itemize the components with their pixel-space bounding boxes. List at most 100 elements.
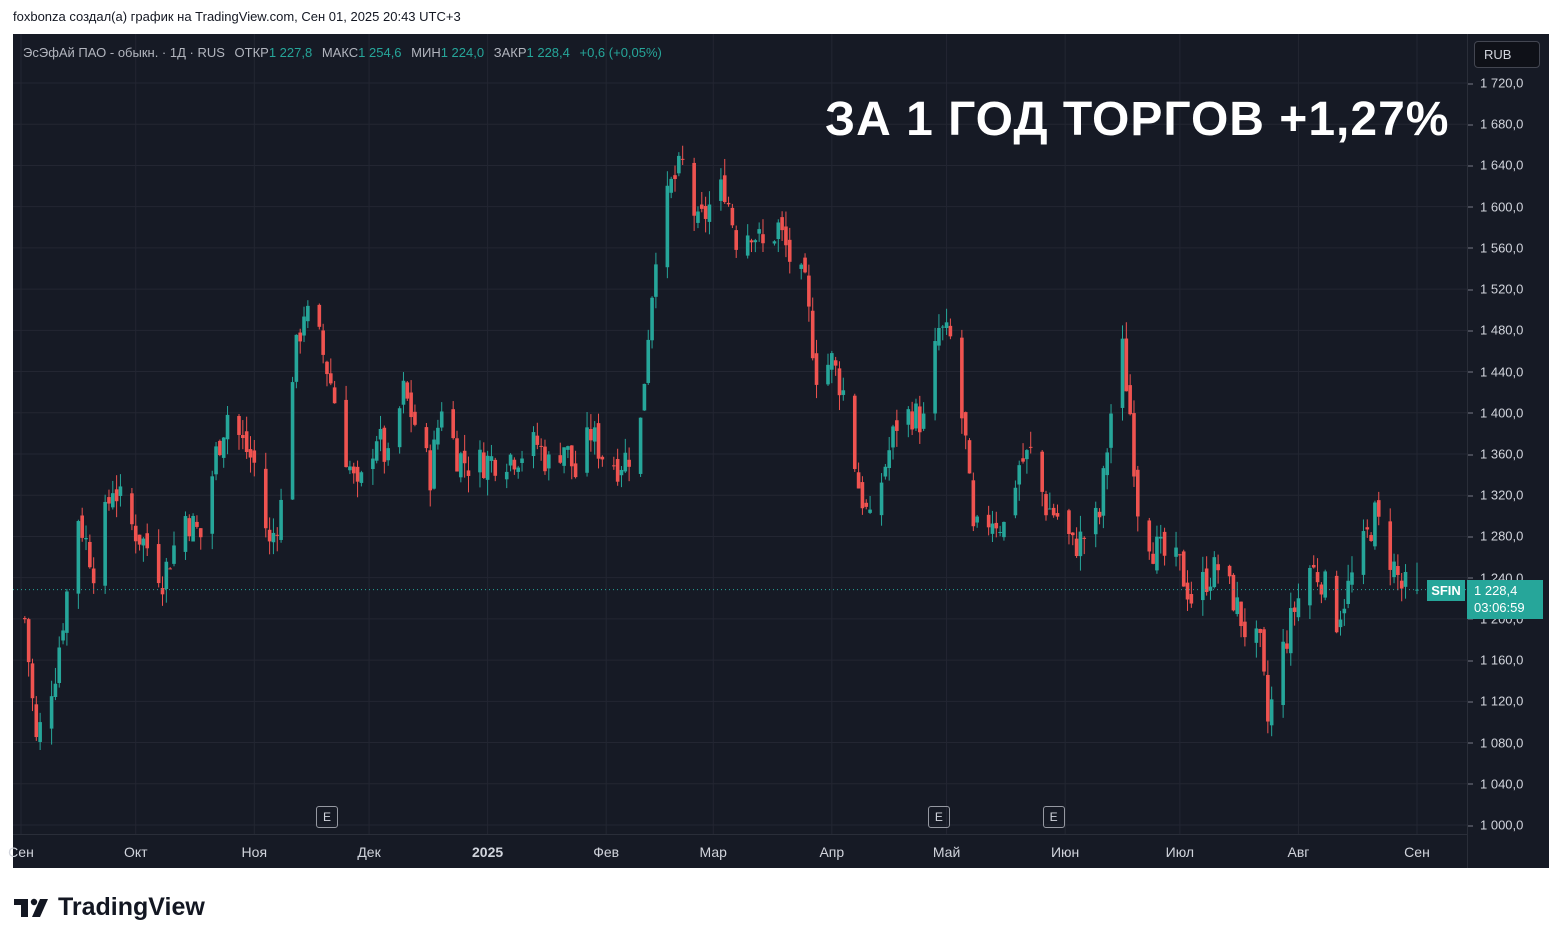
candle-body [271,532,276,543]
symbol-title[interactable]: ЭсЭфАй ПАО - обыкн. · 1Д · RUS [23,45,225,60]
price-tick-label: 1 400,0 [1467,405,1524,421]
candle-body [883,466,888,477]
price-tick-label: 1 560,0 [1467,240,1524,256]
headline-annotation[interactable]: ЗА 1 ГОД ТОРГОВ +1,27% [825,93,1450,146]
price-axis[interactable]: 1 720,0 1 680,0 1 640,0 1 600,0 1 560,0 1 520… [1467,34,1550,868]
candle-body [914,403,918,429]
candle-body [195,521,199,527]
candle-body [512,459,517,470]
candle-body [585,427,589,473]
candle-body [707,204,712,222]
candle-body [960,337,964,419]
candle-body [895,420,899,431]
candle-body [650,297,654,341]
candle-body [397,408,402,448]
candle-body [642,383,647,411]
candle-body [1315,572,1320,583]
close-value: 1 228,4 [526,45,570,60]
time-tick-label: Сен [1404,844,1430,860]
candle-body [860,482,865,509]
candlestick-plot[interactable] [13,34,1467,834]
candle-body [168,568,172,570]
candle-body [325,361,329,375]
price-tick-label: 1 680,0 [1467,116,1524,132]
earnings-marker[interactable]: E [927,806,950,828]
candle-body [332,387,337,404]
candle-body [218,440,222,456]
candle-body [1365,527,1370,530]
price-tick-label: 1 360,0 [1467,446,1524,462]
candle-body [646,339,651,383]
candle-body [1155,536,1159,571]
time-axis[interactable]: Сен Окт Ноя Дек 2025 Фев Мар Апр Май Июн Июл Авг Сен [8,834,1467,869]
candle-body [596,423,601,459]
candle-body [940,326,945,328]
candle-body [405,382,410,399]
candle-body [1025,450,1029,460]
candle-body [91,568,96,584]
candle-body [638,417,643,474]
open-value: 1 227,8 [268,45,313,60]
candle-body [137,534,142,545]
candle-body [459,453,463,478]
candle-body [807,275,811,307]
candle-body [489,456,494,461]
candle-body [600,456,605,460]
candle-body [374,441,379,461]
candle-body [141,538,146,546]
candle-body [191,515,195,542]
candle-body [26,619,31,663]
earnings-marker[interactable]: E [1042,806,1065,828]
candle-body [841,390,846,395]
candle-body [1044,494,1048,516]
candle-body [1132,413,1136,477]
candle-body [787,239,792,262]
candle-body [589,429,593,441]
low-value: 1 224,0 [440,45,485,60]
candle-body [1262,629,1266,672]
candle-body [133,525,138,542]
candle-body [891,426,895,448]
candle-body [321,330,325,355]
candle-body [1338,619,1343,628]
candle-body [409,392,413,418]
candle-body [210,476,215,534]
price-tick-label: 1 640,0 [1467,157,1524,173]
candle-body [378,428,383,440]
candle-body [172,545,176,564]
candle-body [990,523,995,534]
price-tick-label: 1 440,0 [1467,364,1524,380]
symbol-legend[interactable]: ЭсЭфАй ПАО - обыкн. · 1Д · RUS ОТКР1 227… [23,45,662,60]
candle-body [1189,594,1194,604]
candle-body [669,178,673,193]
candle-body [114,489,119,502]
candle-body [772,241,777,244]
candle-body [1269,699,1274,726]
candle-body [164,561,169,589]
time-tick-label: Июн [1050,844,1080,860]
bar-countdown: 03:06:59 [1474,600,1525,615]
candle-body [80,515,84,538]
candle-body [1342,608,1347,614]
price-tick-label: 1 080,0 [1467,735,1524,751]
candle-body [38,722,42,742]
candle-body [887,450,891,469]
high-value: 1 254,6 [358,45,402,60]
tradingview-logo[interactable]: TradingView [14,893,205,922]
candle-body [837,368,842,396]
candle-body [130,493,134,525]
price-tick-label: 1 320,0 [1467,487,1524,503]
candle-body [84,537,88,540]
currency-button[interactable]: RUB [1474,41,1540,68]
candle-body [745,235,750,256]
chart-pane[interactable]: ЭсЭфАй ПАО - обыкн. · 1Д · RUS ОТКР1 227… [8,34,1550,869]
candle-body [1151,553,1155,564]
earnings-marker[interactable]: E [315,806,338,828]
candle-body [436,427,440,445]
price-tick-label: 1 120,0 [1467,693,1524,709]
candle-body [1178,554,1182,556]
candle-body [439,411,444,428]
candle-body [665,185,670,268]
candle-body [814,353,819,385]
ticker-label: SFIN [1427,580,1465,601]
